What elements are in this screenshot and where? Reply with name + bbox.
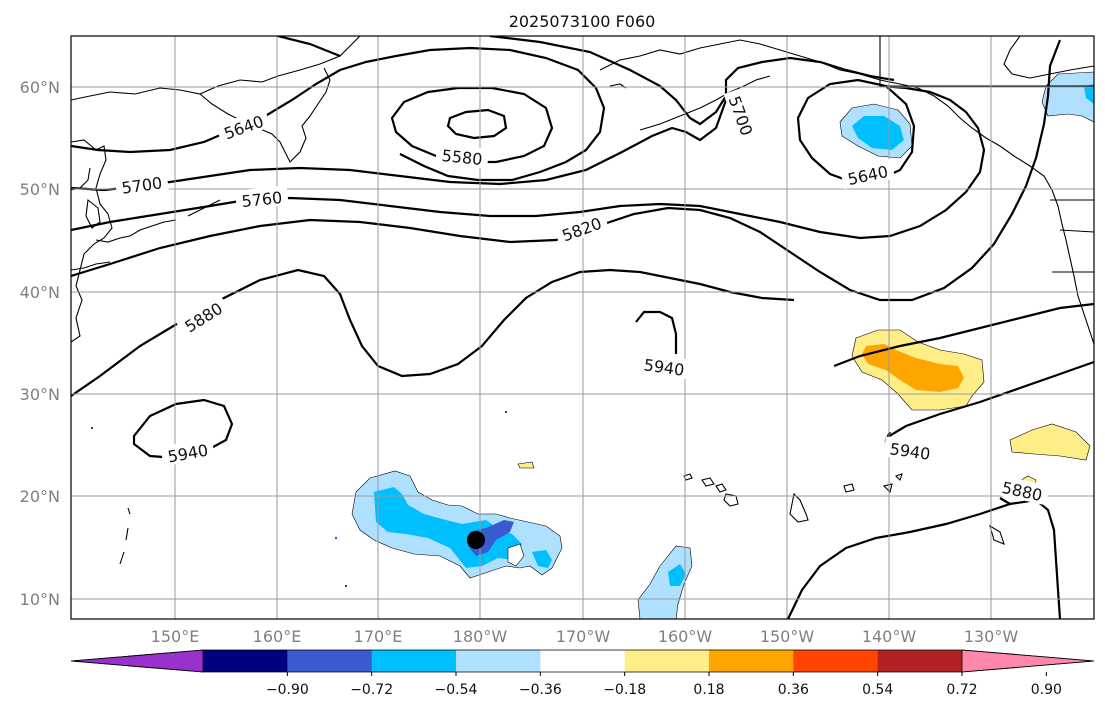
map-frame (70, 35, 1095, 620)
longitude-labels: 150°E 160°E 170°E 180°W 170°W 160°W 150°… (151, 627, 1019, 646)
map-title: 2025073100 F060 (509, 12, 656, 31)
lon-label-150e: 150°E (151, 627, 200, 646)
lat-label-50n: 50°N (20, 180, 60, 199)
colorbar-outline (70, 649, 1095, 673)
colorbar-tick-label: −0.90 (266, 682, 309, 698)
colorbar-extension-high (961, 649, 1095, 673)
shading-white-hole (507, 543, 525, 567)
lat-label-30n: 30°N (20, 385, 60, 404)
colorbar-segment (540, 650, 626, 672)
colorbar-segment (624, 650, 710, 672)
colorbar (70, 649, 1095, 673)
lat-label-60n: 60°N (20, 78, 60, 97)
colorbar-segment (203, 650, 288, 672)
colorbar-segment (287, 650, 373, 672)
shading-blue-south (668, 564, 686, 586)
lat-label-20n: 20°N (20, 487, 60, 506)
lat-label-10n: 10°N (20, 590, 60, 609)
lon-label-180w: 180°W (453, 627, 508, 646)
shading-light-blue-northeast (1041, 71, 1094, 123)
storm-center-dot (467, 531, 485, 549)
colorbar-tick-label: 0.90 (1031, 682, 1062, 698)
shading-orange-east (862, 344, 964, 392)
colorbar-segment (709, 650, 794, 672)
lon-label-170w: 170°W (556, 627, 611, 646)
colorbar-tick-label: −0.54 (435, 682, 478, 698)
contour-label-5580: 5580 (441, 146, 483, 169)
contour-label-5760: 5760 (241, 188, 283, 211)
colorbar-tick-label: 0.72 (946, 682, 977, 698)
colorbar-tick-label: 0.54 (862, 682, 893, 698)
lon-label-170e: 170°E (354, 627, 403, 646)
lon-label-160w: 160°W (658, 627, 713, 646)
colorbar-tick-label: 0.18 (693, 682, 724, 698)
lon-label-160e: 160°E (253, 627, 302, 646)
colorbar-segment (456, 650, 541, 672)
colorbar-tick-label: −0.36 (519, 682, 562, 698)
shading-blue-northeast (1084, 84, 1094, 104)
colorbar-extension-low (70, 649, 204, 673)
lat-label-40n: 40°N (20, 283, 60, 302)
lon-label-140w: 140°W (862, 627, 917, 646)
lon-label-150w: 150°W (760, 627, 815, 646)
height-contours (71, 36, 1094, 619)
shading-blue-east (532, 550, 552, 568)
colorbar-segment (793, 650, 879, 672)
lon-label-130w: 130°W (964, 627, 1019, 646)
colorbar-segment (371, 650, 457, 672)
shading-light-yellow-small-2 (517, 461, 535, 469)
colorbar-segment (877, 650, 963, 672)
shading-light-yellow-far-east (1009, 423, 1091, 461)
gridlines (71, 36, 1094, 619)
colorbar-tick-labels: −0.90 −0.72 −0.54 −0.36 −0.18 0.18 0.36 0.54 0.7… (266, 672, 1062, 698)
colorbar-tick-label: −0.72 (350, 682, 393, 698)
shading-blue-gulf (852, 116, 904, 150)
colorbar-tick-label: 0.36 (778, 682, 809, 698)
coastlines (71, 36, 1094, 587)
latitude-labels: 60°N 50°N 40°N 30°N 20°N 10°N (20, 78, 60, 609)
colorbar-tick-label: −0.18 (603, 682, 646, 698)
